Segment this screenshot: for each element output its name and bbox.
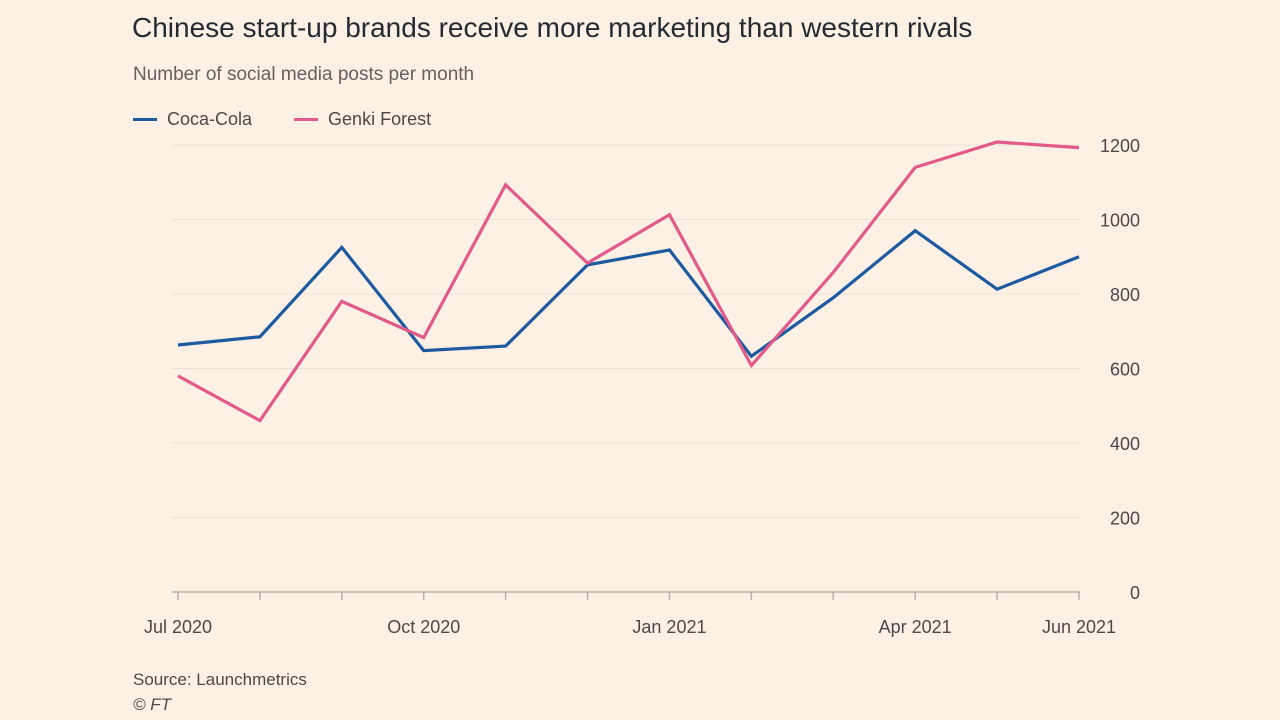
source-note: Source: Launchmetrics [133, 670, 307, 689]
chart-subtitle: Number of social media posts per month [133, 64, 475, 85]
x-tick-label-jul-2020: Jul 2020 [144, 617, 212, 637]
legend-swatch-genki-forest [294, 118, 319, 121]
y-tick-label-1200: 1200 [1100, 136, 1140, 156]
copyright-credit: © FT [133, 695, 172, 714]
legend-swatch-coca-cola [133, 118, 157, 121]
x-tick-label-apr-2021: Apr 2021 [879, 617, 952, 637]
legend-label-coca-cola: Coca-Cola [167, 109, 253, 129]
y-tick-label-0: 0 [1130, 583, 1140, 603]
y-tick-label-1000: 1000 [1100, 211, 1140, 231]
y-tick-label-600: 600 [1110, 360, 1140, 380]
x-tick-label-jun-2021: Jun 2021 [1042, 617, 1116, 637]
legend-item-coca-cola: Coca-Cola [133, 109, 252, 130]
y-tick-label-200: 200 [1110, 509, 1140, 529]
legend-label-genki-forest: Genki Forest [328, 109, 432, 129]
x-tick-label-oct-2020: Oct 2020 [387, 617, 460, 637]
y-tick-label-400: 400 [1110, 434, 1140, 454]
series-line-genki-forest [177, 140, 1080, 423]
chart-title: Chinese start-up brands receive more mar… [132, 12, 973, 43]
y-tick-label-800: 800 [1110, 285, 1140, 305]
x-tick-label-jan-2021: Jan 2021 [632, 617, 706, 637]
series-line-coca-cola [177, 228, 1080, 359]
legend-item-genki-forest: Genki Forest [294, 109, 431, 130]
legend: Coca-Cola Genki Forest [133, 109, 473, 130]
